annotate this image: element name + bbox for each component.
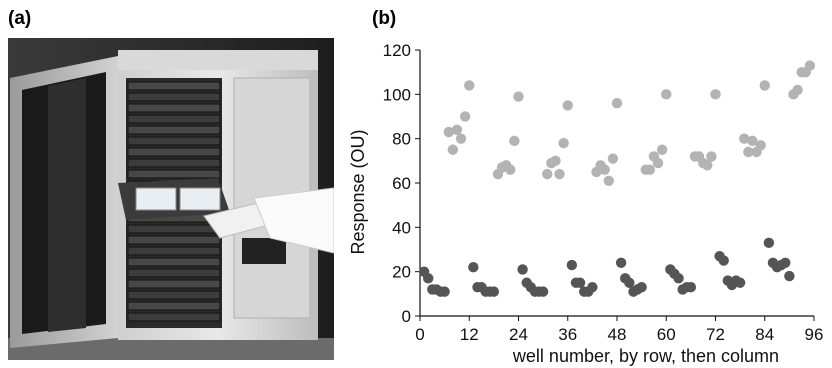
dark-data-point: [517, 264, 528, 275]
rack-slot: [127, 268, 221, 278]
light-data-point: [558, 137, 569, 149]
dark-data-point: [624, 277, 635, 288]
light-data-point: [603, 175, 614, 186]
dark-data-point: [566, 259, 578, 271]
light-data-point: [562, 100, 573, 111]
light-data-point: [459, 111, 471, 122]
x-tick-label: 0: [415, 325, 424, 344]
rack-slot: [127, 301, 221, 311]
dark-data-point: [488, 286, 500, 297]
rack-slot: [127, 257, 221, 267]
x-tick-label: 60: [657, 325, 676, 344]
light-data-point: [739, 133, 750, 144]
light-data-point: [451, 124, 463, 135]
y-tick-label: 100: [383, 85, 411, 104]
light-data-point: [599, 164, 610, 175]
light-data-point: [607, 153, 619, 164]
rack-slot: [127, 125, 221, 135]
light-data-point: [542, 168, 553, 180]
rack-slot: [127, 114, 221, 124]
dark-data-point: [615, 257, 627, 268]
light-data-point: [505, 164, 516, 175]
light-data-point: [652, 157, 664, 169]
x-tick-label: 84: [755, 325, 774, 344]
x-tick-label: 48: [608, 325, 627, 344]
dark-data-point: [780, 257, 791, 268]
light-data-point: [464, 80, 475, 91]
light-data-point: [661, 89, 672, 100]
dark-data-point: [574, 277, 586, 288]
rack-slot: [127, 246, 221, 256]
light-data-point: [702, 160, 713, 171]
dark-data-point: [587, 281, 598, 293]
light-data-point: [644, 164, 656, 175]
rack-slot: [127, 279, 221, 289]
y-tick-label: 0: [402, 307, 411, 326]
dark-data-point: [439, 286, 450, 297]
rack-slot: [127, 169, 221, 179]
rack-slot: [127, 290, 221, 300]
light-data-point: [611, 98, 623, 109]
light-data-point: [554, 168, 565, 180]
light-data-point: [455, 133, 467, 144]
x-axis-ticks: 0 12 24 36 48 60 72 84 96: [415, 316, 823, 344]
dark-data-point: [718, 255, 729, 266]
rack-slot: [127, 92, 221, 102]
x-tick-label: 24: [509, 325, 528, 344]
light-data-point: [747, 135, 758, 147]
light-data-point: [513, 91, 524, 102]
dark-data-point: [763, 237, 775, 249]
rack-slot: [127, 312, 221, 322]
light-data-point: [743, 146, 754, 158]
dark-data-point: [685, 281, 697, 293]
light-data-point: [656, 144, 668, 155]
x-tick-label: 72: [706, 325, 725, 344]
rack-slot: [127, 103, 221, 113]
light-data-point: [755, 140, 766, 151]
light-data-point: [443, 126, 454, 138]
dark-data-point: [784, 270, 795, 282]
y-axis-ticks: 0 20 40 60 80 100 120: [383, 41, 420, 326]
light-data-point: [792, 84, 803, 96]
rack-slot: [127, 147, 221, 157]
panel-a-label: (a): [8, 8, 32, 29]
light-data-point: [759, 80, 770, 91]
light-data-point: [710, 89, 721, 100]
panel-b-label: (b): [372, 8, 397, 29]
y-tick-label: 120: [383, 41, 411, 60]
dark-data-point: [423, 273, 434, 284]
y-tick-label: 20: [392, 263, 411, 282]
light-data-point: [550, 155, 561, 167]
rack-slot: [127, 136, 221, 146]
rack-slot: [127, 81, 221, 91]
dark-data-point: [537, 286, 549, 297]
data-points: [418, 60, 816, 297]
dark-data-point: [468, 262, 479, 273]
rack-slot: [127, 235, 221, 245]
x-tick-label: 12: [460, 325, 479, 344]
light-data-point: [509, 135, 520, 147]
dark-data-point: [673, 273, 684, 284]
light-data-point: [447, 144, 459, 155]
rack-slot: [127, 158, 221, 168]
y-tick-label: 60: [392, 174, 411, 193]
light-data-point: [706, 151, 717, 162]
dark-data-point: [734, 277, 746, 288]
dark-data-point: [636, 281, 647, 293]
rack-slot: [127, 224, 221, 234]
y-tick-label: 80: [392, 130, 411, 149]
response-scatter-chart: 0 20 40 60 80 100 120 0 12 24 36 48 60 72 84 96 Respon…: [348, 41, 823, 366]
x-tick-label: 36: [558, 325, 577, 344]
x-tick-label: 96: [805, 325, 824, 344]
light-data-point: [804, 60, 816, 71]
y-axis-title: Response (OU): [348, 129, 368, 254]
x-axis-title: well number, by row, then column: [512, 346, 779, 366]
plate-hotel-photo: [8, 38, 334, 360]
y-tick-label: 40: [392, 218, 411, 237]
